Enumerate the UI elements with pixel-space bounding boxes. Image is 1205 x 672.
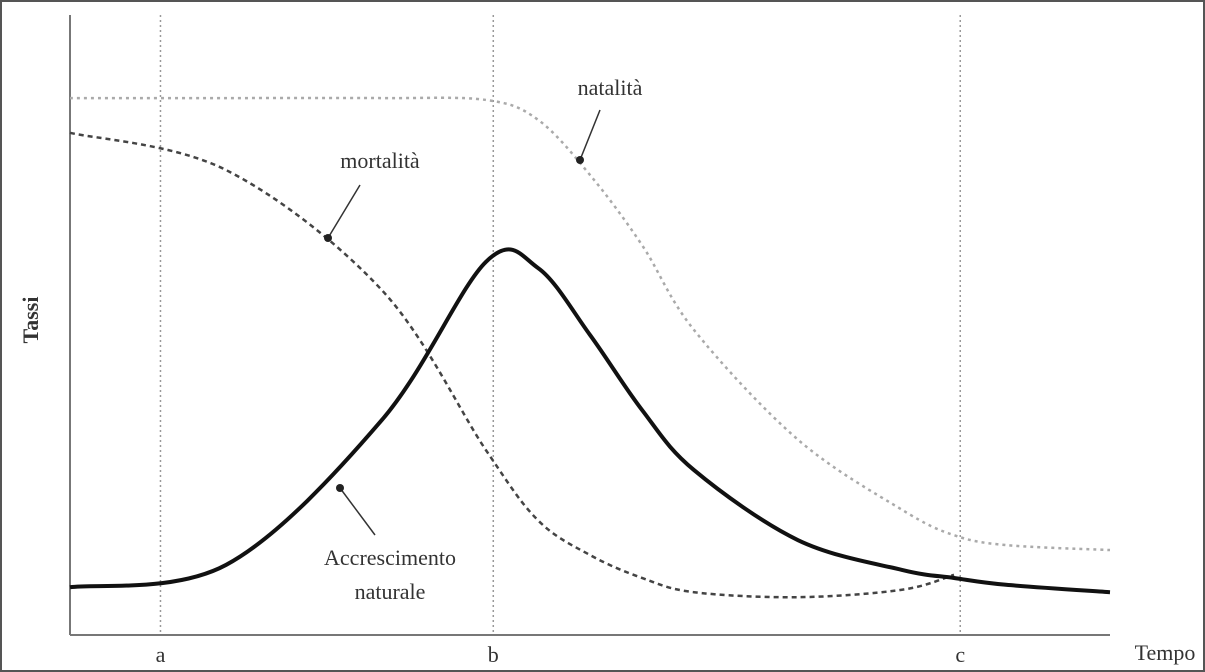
y-axis-label: Tassi [18,297,43,344]
series-label: natalità [578,75,643,100]
series-label: Accrescimento naturale [324,545,456,604]
label-line: naturale [355,579,426,604]
arrow-head [576,156,584,164]
x-tick-label: c [955,642,965,667]
label-arrow [339,487,376,536]
label-arrow [579,109,601,161]
label-line: Accrescimento [324,545,456,570]
x-tick-label: b [488,642,499,667]
x-tick-label: a [156,642,166,667]
arrow-head [324,234,332,242]
series-line [69,247,1111,595]
x-axis-label: Tempo [1135,640,1196,665]
series-label: mortalità [340,148,420,173]
arrow-head [336,484,344,492]
label-arrow [327,184,361,239]
